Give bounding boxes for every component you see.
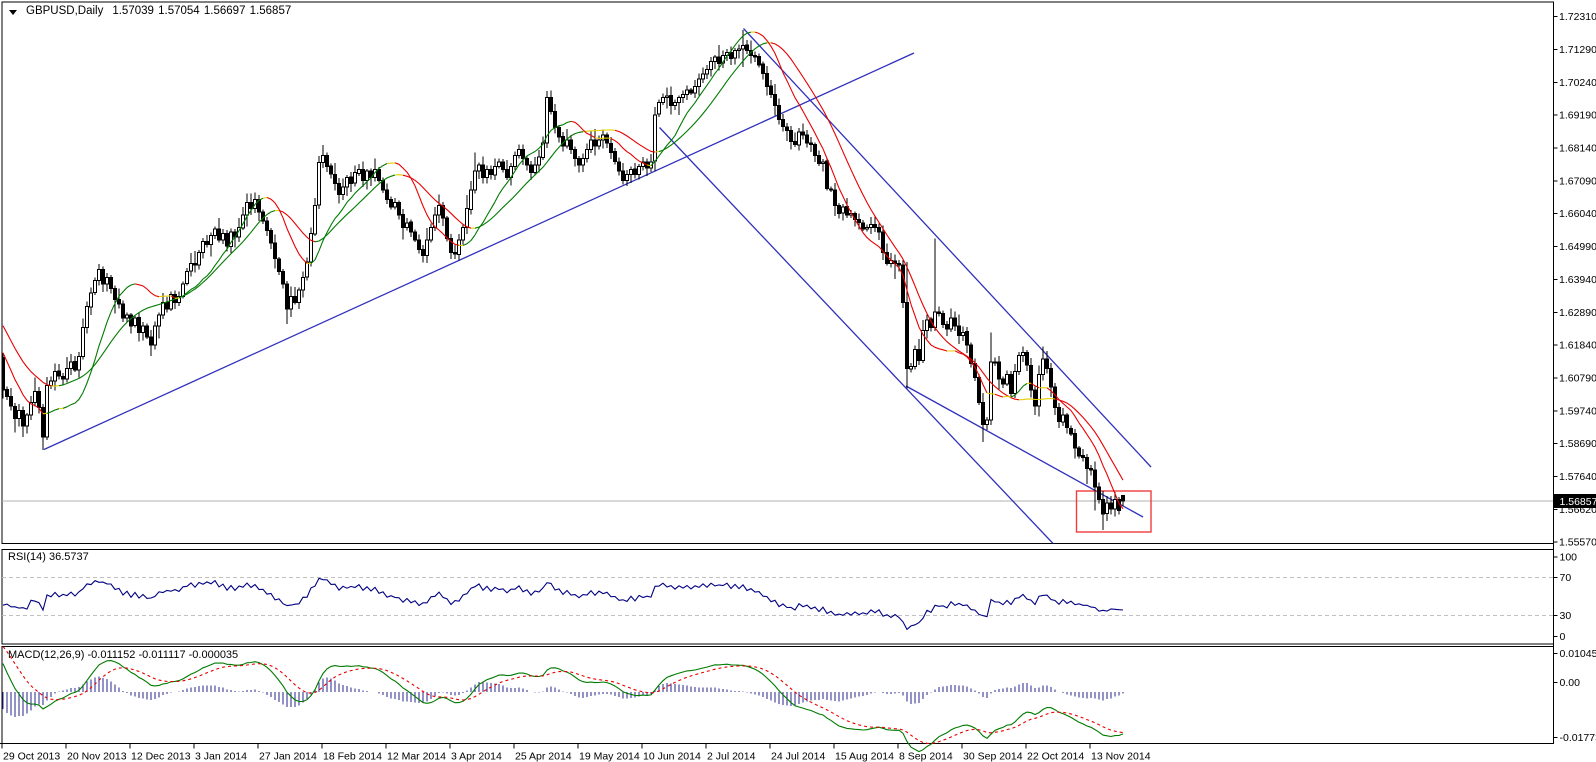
current-price-label-box — [1554, 494, 1596, 508]
time-axis-label: 12 Dec 2013 — [131, 751, 191, 762]
macd-signal-line — [2, 646, 1124, 745]
collapse-indicator-icon[interactable] — [9, 9, 17, 15]
moving-averages — [2, 31, 1124, 510]
chart-header: GBPUSD,Daily 1.57039 1.57054 1.56697 1.5… — [6, 4, 292, 18]
price-axis-label: 1.61840 — [1559, 340, 1596, 352]
ohlc-values: 1.57039 1.57054 1.56697 1.56857 — [112, 5, 292, 17]
macd-plot — [2, 646, 1124, 753]
trendline-2[interactable] — [743, 28, 1152, 468]
macd-value-histogram: -0.000035 — [188, 649, 239, 661]
ma-fast-flat-segments — [42, 31, 1047, 415]
rectangle-object[interactable] — [1075, 490, 1152, 533]
time-axis-label: 12 Mar 2014 — [387, 751, 446, 762]
time-axis-label: 19 May 2014 — [579, 751, 640, 762]
close-value: 1.56857 — [249, 5, 292, 17]
price-axis-label: 1.66040 — [1559, 208, 1596, 220]
macd-histogram-bars — [2, 676, 1124, 717]
price-axis-label: 1.60790 — [1559, 372, 1596, 384]
time-axis-label: 8 Sep 2014 — [899, 751, 953, 762]
time-axis-label: 13 Nov 2014 — [1091, 751, 1151, 762]
price-axis-label: 1.57640 — [1559, 471, 1596, 483]
macd-axis-label: 0.010451 — [1560, 648, 1596, 660]
time-axis-label: 30 Sep 2014 — [963, 751, 1023, 762]
rsi-indicator-name: RSI(14) — [8, 551, 46, 563]
price-axis-label: 1.55570 — [1559, 537, 1596, 549]
candles — [2, 30, 1125, 530]
time-axis-label: 25 Apr 2014 — [515, 751, 572, 762]
rsi-pane-frame — [1, 549, 1554, 645]
bear-candle-bodies — [2, 44, 1125, 515]
time-axis-label: 29 Oct 2013 — [3, 751, 60, 762]
ma-fast-rising-segments — [46, 31, 1028, 414]
rsi-axis-label: 70 — [1560, 572, 1572, 584]
price-axis-label: 1.68140 — [1559, 143, 1596, 155]
time-axis-label: 2 Jul 2014 — [707, 751, 756, 762]
time-axis-label: 24 Jul 2014 — [771, 751, 825, 762]
time-axis-label: 18 Feb 2014 — [323, 751, 382, 762]
time-axis-label: 22 Oct 2014 — [1027, 751, 1084, 762]
macd-axis-label: 0.00 — [1560, 677, 1581, 689]
rsi-pane-label: RSI(14) 36.5737 — [8, 551, 89, 563]
macd-main-line — [2, 660, 1124, 753]
time-axis-label: 3 Jan 2014 — [195, 751, 247, 762]
trendline-3[interactable] — [659, 127, 1054, 544]
ma-fast-falling-segments — [2, 31, 1124, 510]
high-value: 1.57054 — [158, 5, 200, 17]
chart-objects — [43, 28, 1152, 544]
ma-slow-flat-segments — [50, 42, 1056, 401]
low-value: 1.56697 — [203, 5, 246, 17]
price-axis-label: 1.67090 — [1559, 175, 1596, 187]
rsi-axis-label: 0 — [1560, 631, 1566, 643]
rsi-value: 36.5737 — [48, 551, 89, 563]
ma-slow-rising-segments — [58, 42, 768, 387]
rsi-axis-label: 30 — [1560, 610, 1572, 622]
rsi-line — [2, 577, 1124, 631]
price-axis-label: 1.64990 — [1559, 241, 1596, 253]
trendline-1[interactable] — [43, 52, 915, 451]
time-axis-label: 3 Apr 2014 — [451, 751, 502, 762]
price-axis-label: 1.63940 — [1559, 274, 1596, 286]
ma-slow-falling-segments — [2, 42, 1124, 481]
price-axis-label: 1.70240 — [1559, 77, 1596, 89]
bull-candle-bodies — [17, 44, 1117, 515]
candle-wicks — [2, 30, 1124, 530]
time-axis-label: 15 Aug 2014 — [835, 751, 894, 762]
rsi-axis-label: 100 — [1560, 552, 1578, 564]
main-pane-frame — [1, 1, 1554, 544]
price-axis-label: 1.71290 — [1559, 44, 1596, 56]
macd-axis-label: -0.017735 — [1560, 732, 1596, 744]
rsi-plot — [2, 577, 1554, 631]
time-axis-label: 27 Jan 2014 — [259, 751, 317, 762]
price-axis-label: 1.58690 — [1559, 438, 1596, 450]
macd-pane-frame — [1, 646, 1554, 744]
price-axis-label: 1.62890 — [1559, 307, 1596, 319]
price-axis-label: 1.59740 — [1559, 405, 1596, 417]
open-value: 1.57039 — [112, 5, 154, 17]
symbol-period-label: GBPUSD,Daily — [26, 5, 104, 17]
macd-value-main: -0.011152 — [87, 649, 136, 661]
price-axis-label: 1.69190 — [1559, 110, 1596, 122]
macd-indicator-name: MACD(12,26,9) — [8, 649, 85, 661]
price-axis-label: 1.72310 — [1559, 11, 1596, 23]
current-price-label: 1.56857 — [1560, 496, 1596, 508]
macd-pane-label: MACD(12,26,9) -0.011152 -0.011117 -0.000… — [8, 649, 238, 661]
time-axis-label: 20 Nov 2013 — [67, 751, 127, 762]
time-axis-label: 10 Jun 2014 — [643, 751, 701, 762]
macd-value-signal: -0.011117 — [138, 649, 186, 661]
